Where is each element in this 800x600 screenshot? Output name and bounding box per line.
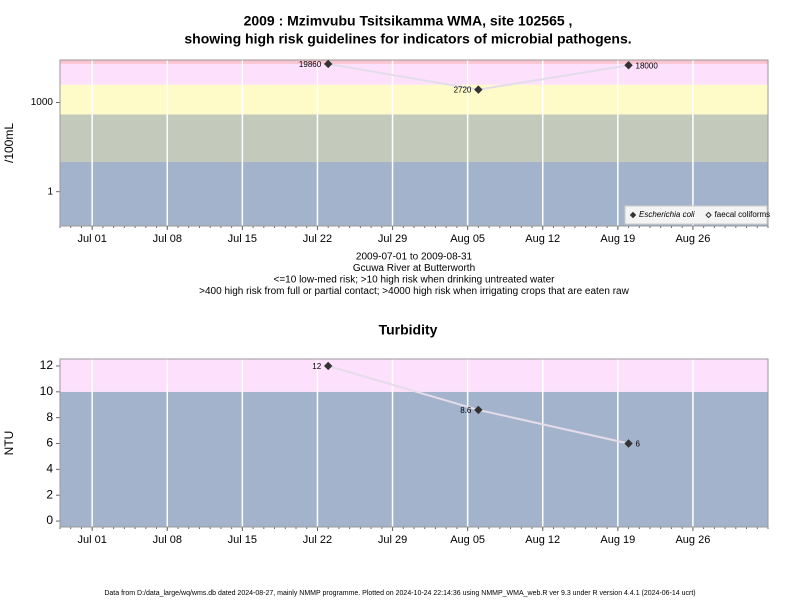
legend-label: faecal coliforms bbox=[715, 210, 771, 219]
legend-marker bbox=[705, 211, 712, 219]
x-tick-label: Jul 08 bbox=[153, 534, 182, 546]
y-tick-label: 1 bbox=[47, 186, 53, 197]
x-tick-label: Jul 22 bbox=[303, 534, 332, 546]
data-point bbox=[624, 439, 633, 448]
y-tick-label: 0 bbox=[46, 513, 53, 527]
chart-note: 2009-07-01 to 2009-08-31 bbox=[356, 252, 473, 263]
data-point bbox=[624, 61, 633, 70]
y-tick-label: 6 bbox=[46, 436, 53, 450]
x-tick-label: Jul 15 bbox=[228, 534, 257, 546]
x-tick-label: Aug 05 bbox=[450, 534, 485, 546]
x-tick-label: Jul 01 bbox=[78, 233, 107, 245]
data-label: 19860 bbox=[299, 60, 322, 69]
risk-band bbox=[60, 391, 768, 527]
risk-band bbox=[60, 63, 768, 85]
data-label: 6 bbox=[636, 440, 641, 449]
x-tick-label: Jul 15 bbox=[228, 233, 257, 245]
x-tick-label: Jul 01 bbox=[78, 534, 107, 546]
y-tick-label: 1000 bbox=[31, 97, 54, 108]
x-tick-label: Aug 26 bbox=[675, 534, 710, 546]
x-tick-label: Jul 08 bbox=[153, 233, 182, 245]
footer: Data from D:/data_large/wq/wms.db dated … bbox=[104, 590, 695, 597]
data-label: 2720 bbox=[454, 86, 472, 95]
chart-title: showing high risk guidelines for indicat… bbox=[184, 31, 631, 47]
data-point bbox=[323, 59, 333, 69]
legend-marker bbox=[629, 211, 637, 219]
data-point bbox=[474, 85, 483, 94]
y-tick-label: 12 bbox=[40, 358, 54, 372]
y-tick-label: 8 bbox=[46, 410, 53, 424]
data-point bbox=[323, 361, 333, 371]
x-tick-label: Aug 12 bbox=[525, 534, 560, 546]
x-tick-label: Aug 26 bbox=[675, 233, 710, 245]
x-tick-label: Jul 29 bbox=[378, 534, 407, 546]
x-tick-label: Aug 12 bbox=[525, 233, 560, 245]
chart-title: 2009 : Mzimvubu Tsitsikamma WMA, site 10… bbox=[244, 13, 573, 29]
risk-band bbox=[60, 60, 768, 64]
plot-frame bbox=[59, 358, 769, 528]
y-tick-label: 10 bbox=[40, 384, 54, 398]
x-tick-label: Jul 29 bbox=[378, 233, 407, 245]
y-axis-label: NTU bbox=[2, 431, 16, 456]
data-point bbox=[474, 405, 483, 415]
legend-label: Escherichia coli bbox=[639, 210, 695, 219]
y-axis-label: /100mL bbox=[2, 123, 16, 163]
risk-band bbox=[60, 84, 768, 115]
chart-note: >400 high risk from full or partial cont… bbox=[199, 286, 629, 297]
y-tick-label: 4 bbox=[46, 462, 53, 476]
data-label: 8.6 bbox=[460, 406, 472, 415]
x-tick-label: Aug 19 bbox=[600, 534, 635, 546]
x-tick-label: Aug 19 bbox=[600, 233, 635, 245]
risk-band bbox=[60, 359, 768, 392]
chart-title: Turbidity bbox=[379, 322, 438, 338]
y-tick-label: 2 bbox=[46, 487, 53, 501]
data-label: 18000 bbox=[636, 61, 659, 70]
risk-band bbox=[60, 114, 768, 162]
x-tick-label: Jul 22 bbox=[303, 233, 332, 245]
chart-note: <=10 low-med risk; >10 high risk when dr… bbox=[274, 275, 556, 286]
data-label: 12 bbox=[312, 362, 321, 371]
legend-box bbox=[624, 205, 768, 225]
plot-frame bbox=[59, 59, 769, 227]
x-tick-label: Aug 05 bbox=[450, 233, 485, 245]
chart-note: Gcuwa River at Butterworth bbox=[353, 263, 475, 274]
